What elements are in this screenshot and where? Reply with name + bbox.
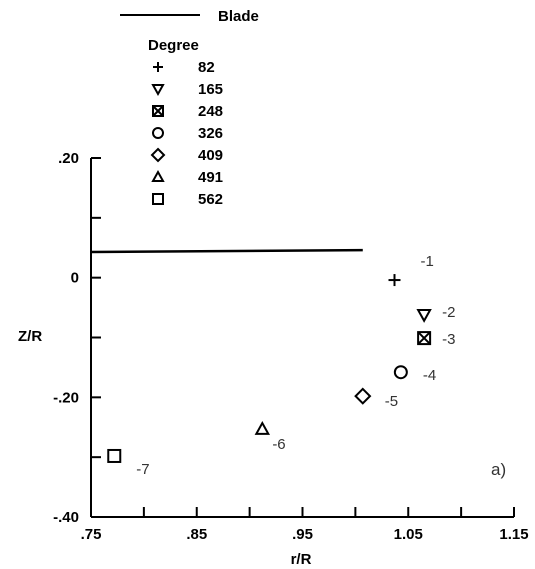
x-tick-label-3: 1.05 — [394, 526, 423, 543]
legend-marker-248 — [152, 105, 164, 117]
legend-marker-491-shape — [151, 169, 165, 182]
legend-label-165: 165 — [198, 81, 223, 98]
legend-marker-562-shape — [152, 193, 164, 205]
point-248-d2 — [417, 331, 431, 345]
point-562-shape — [107, 448, 122, 463]
point-165 — [416, 308, 432, 323]
point-326 — [393, 365, 408, 380]
point-491-shape — [254, 420, 271, 435]
point-165-shape — [416, 308, 432, 323]
point-562 — [107, 448, 122, 463]
legend-items: 82 165 248 326 409 491 562 — [150, 59, 223, 208]
blade-layer — [90, 248, 363, 254]
x-tick-label-0: .75 — [81, 526, 102, 543]
x-tick-label-1: .85 — [186, 526, 207, 543]
point-label-326: -4 — [423, 367, 436, 384]
point-326-shape — [393, 365, 408, 380]
blade-line — [90, 248, 363, 254]
point-82 — [388, 274, 401, 287]
point-491 — [254, 420, 271, 435]
legend-label-562: 562 — [198, 191, 223, 208]
axes: .75 .85 .95 1.05 1.15 -.40 -.20 0 .20 — [53, 150, 528, 543]
y-tick-label-1: -.20 — [53, 389, 79, 406]
point-label-82: -1 — [421, 253, 434, 270]
data-points: -1 -2 -3 -4 -5 -6 -7 — [107, 253, 455, 478]
y-tick-label-3: .20 — [58, 150, 79, 167]
legend-label-491: 491 — [198, 169, 223, 186]
legend-marker-326-shape — [152, 127, 164, 139]
y-tick-label-2: 0 — [71, 270, 79, 287]
legend-marker-491 — [151, 169, 165, 182]
point-248-shape — [417, 331, 432, 346]
legend-marker-248-shape — [152, 105, 164, 117]
legend-marker-409 — [150, 147, 166, 163]
legend-label-409: 409 — [198, 147, 223, 164]
point-label-562: -7 — [136, 461, 149, 478]
legend-label-326: 326 — [198, 125, 223, 142]
legend-marker-326 — [152, 127, 164, 139]
legend-label-248: 248 — [198, 103, 223, 120]
point-409 — [354, 387, 372, 405]
legend-label-82: 82 — [198, 59, 215, 76]
point-248 — [417, 331, 432, 346]
legend: Blade Degree 82 165 248 326 409 491 562 — [120, 8, 259, 208]
y-axis-label: Z/R — [18, 328, 42, 345]
point-label-248: -3 — [442, 331, 455, 348]
legend-blade-label: Blade — [218, 8, 259, 25]
legend-title: Degree — [148, 37, 199, 54]
legend-marker-562 — [152, 193, 164, 205]
point-409-shape — [354, 387, 372, 405]
legend-marker-409-shape — [150, 147, 166, 163]
point-label-491: -6 — [272, 436, 285, 453]
point-label-409: -5 — [385, 393, 398, 410]
y-tick-label-0: -.40 — [53, 509, 79, 526]
x-tick-label-4: 1.15 — [499, 526, 528, 543]
x-axis-label: r/R — [291, 551, 312, 568]
point-label-165: -2 — [442, 304, 455, 321]
legend-marker-82 — [153, 62, 163, 72]
legend-marker-165-shape — [151, 84, 165, 97]
panel-label: a) — [491, 460, 506, 479]
x-tick-label-2: .95 — [292, 526, 313, 543]
legend-marker-248-d2 — [152, 105, 164, 117]
legend-marker-165 — [151, 84, 165, 97]
